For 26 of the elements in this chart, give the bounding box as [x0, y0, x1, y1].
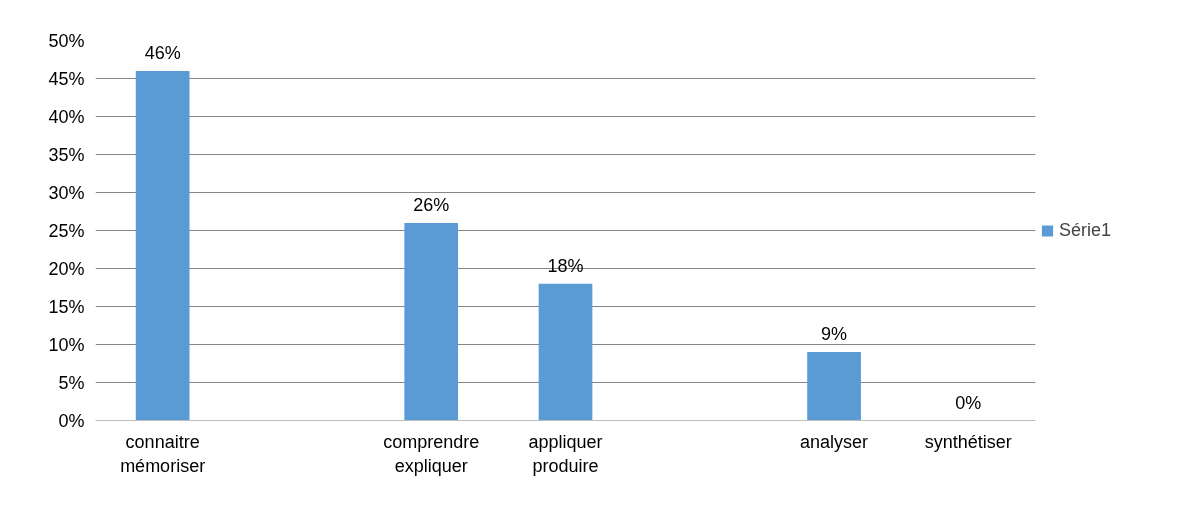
- y-tick-label: 20%: [48, 258, 85, 279]
- data-label: 0%: [955, 392, 982, 413]
- x-tick-label: connaitre mémoriser: [120, 431, 206, 476]
- data-label: 26%: [413, 194, 450, 215]
- bar: [807, 352, 861, 421]
- y-tick-label: 0%: [58, 410, 85, 431]
- y-tick-label: 5%: [58, 372, 85, 393]
- bar: [538, 283, 593, 421]
- x-tick-label: appliquer produire: [528, 431, 603, 476]
- y-tick-label: 35%: [48, 144, 85, 165]
- data-label: 46%: [144, 42, 181, 63]
- y-tick-label: 15%: [48, 296, 85, 317]
- y-tick-label: 25%: [48, 220, 85, 241]
- x-tick-label: synthétiser: [924, 431, 1012, 452]
- y-tick-label: 10%: [48, 334, 85, 355]
- x-tick-label: comprendre expliquer: [383, 431, 480, 476]
- bar: [404, 222, 459, 421]
- data-label: 9%: [821, 324, 848, 345]
- y-tick-label: 45%: [48, 68, 85, 89]
- x-tick-label: analyser: [800, 431, 869, 452]
- y-tick-label: 30%: [48, 182, 85, 203]
- data-label: 18%: [547, 255, 584, 276]
- legend-label: Série1: [1059, 219, 1112, 241]
- y-tick-label: 50%: [48, 30, 85, 51]
- y-tick-label: 40%: [48, 106, 85, 127]
- bar: [135, 70, 190, 421]
